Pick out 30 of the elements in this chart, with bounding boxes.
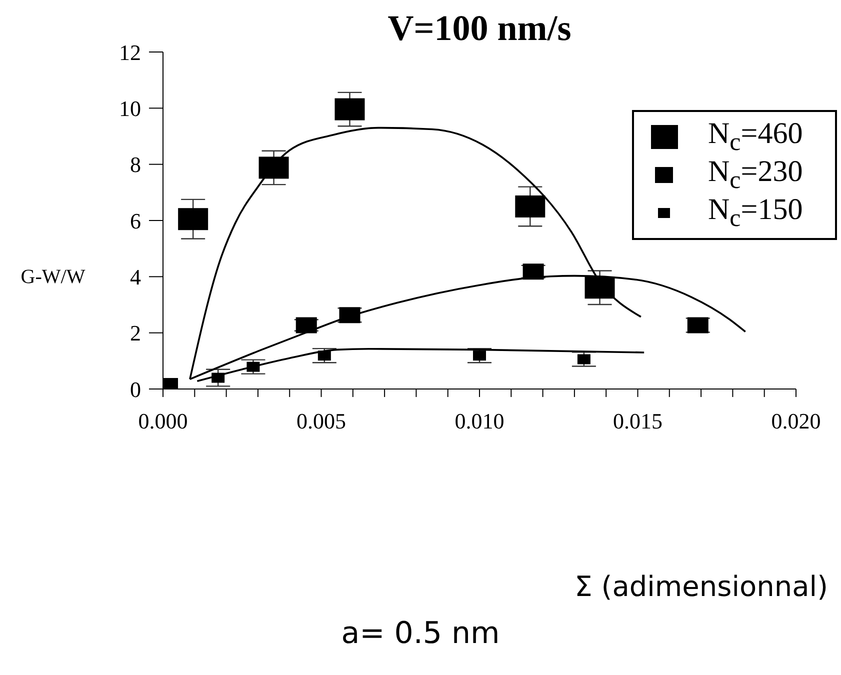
x-tick-label: 0.020	[771, 408, 821, 434]
y-tick-label: 10	[119, 96, 141, 121]
point	[584, 276, 615, 299]
y-tick-label: 2	[130, 320, 141, 346]
point	[515, 195, 546, 218]
legend-label: N$_{c}$=230	[708, 155, 803, 194]
legend-label: N$_{c}$=150	[708, 193, 803, 233]
y-tick-label: 0	[130, 376, 141, 402]
point	[318, 350, 331, 361]
point	[178, 208, 208, 230]
y-tick-label: 6	[130, 208, 141, 234]
point	[577, 354, 590, 364]
legend-label: N$_{c}$=460	[708, 117, 803, 156]
x-tick-label: 0.015	[613, 408, 662, 434]
point	[258, 156, 289, 179]
point	[246, 362, 260, 372]
point	[334, 98, 365, 120]
y-tick-label: 12	[119, 40, 141, 65]
y-tick-label: 8	[130, 152, 141, 178]
x-tick-label: 0.000	[138, 408, 188, 434]
chart-title: V=100 nm/s	[386, 8, 572, 48]
point	[212, 372, 225, 383]
y-tick-label: 4	[130, 264, 141, 290]
y-axis-title: G-W/W	[20, 266, 86, 289]
point	[473, 350, 486, 361]
line-series	[196, 348, 645, 382]
x-tick-label: 0.010	[454, 408, 504, 434]
x-tick-label: 0.005	[296, 408, 346, 434]
text: a= 0.5 nm	[340, 616, 501, 651]
x-axis-title: Σ (adimensionnal)	[574, 570, 828, 603]
